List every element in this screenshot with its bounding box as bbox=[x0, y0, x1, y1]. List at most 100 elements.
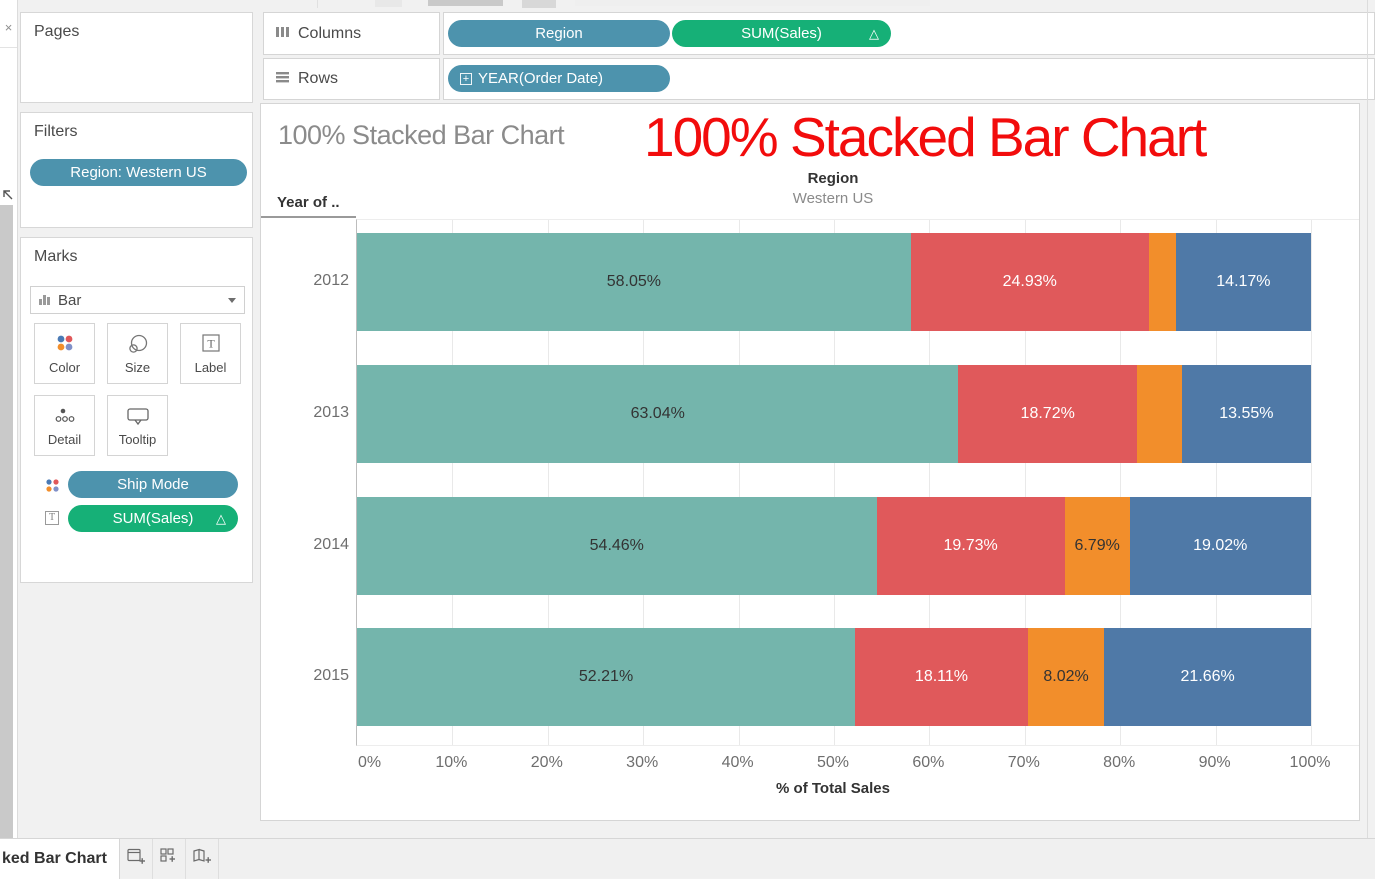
year-label-2014: 2014 bbox=[313, 535, 349, 553]
axis-tick-0%: 0% bbox=[358, 754, 382, 771]
axis-tick-70%: 70% bbox=[1007, 754, 1040, 771]
bar-label-2015-red-segment: 18.11% bbox=[914, 668, 968, 686]
new-story-button[interactable] bbox=[186, 839, 219, 879]
toolbar-fragment bbox=[522, 0, 556, 8]
bar-segment-2014-blue-segment[interactable]: 19.02% bbox=[1129, 496, 1311, 595]
bar-segment-2015-teal-segment[interactable]: 52.21% bbox=[357, 628, 856, 727]
columns-shelf[interactable]: Columns bbox=[263, 12, 440, 55]
columns-shelf-label: Columns bbox=[298, 24, 362, 42]
rows-icon bbox=[276, 70, 289, 88]
gridline-40pct bbox=[738, 220, 740, 745]
rows-shelf[interactable]: Rows bbox=[263, 58, 440, 100]
rows-pill-year-order-date[interactable]: + YEAR(Order Date) bbox=[448, 65, 670, 92]
bar-label-2014-orange-segment: 6.79% bbox=[1074, 536, 1120, 554]
sheet-tab[interactable]: ked Bar Chart bbox=[0, 839, 120, 879]
scrollbar-thumb[interactable] bbox=[0, 205, 13, 838]
label-icon: T bbox=[181, 333, 240, 359]
columns-pill-area[interactable]: Region SUM(Sales) △ bbox=[443, 12, 1375, 55]
pill-label: YEAR(Order Date) bbox=[478, 70, 604, 87]
tooltip-button[interactable]: Tooltip bbox=[107, 395, 168, 456]
bar-label-2013-red-segment: 18.72% bbox=[1020, 404, 1075, 422]
rail-divider bbox=[0, 47, 17, 48]
bar-segment-2012-orange-segment[interactable] bbox=[1148, 233, 1176, 331]
year-label-2015: 2015 bbox=[313, 667, 349, 685]
bar-segment-2014-teal-segment[interactable]: 54.46% bbox=[357, 496, 877, 595]
mark-type-dropdown[interactable]: Bar bbox=[30, 286, 245, 314]
color-button-label: Color bbox=[48, 360, 81, 375]
new-dashboard-button[interactable] bbox=[153, 839, 186, 879]
bar-segment-2013-red-segment[interactable]: 18.72% bbox=[958, 364, 1137, 463]
marks-pill-sum-sales[interactable]: SUM(Sales) △ bbox=[68, 505, 238, 532]
collapse-arrow-icon[interactable] bbox=[2, 188, 14, 206]
bar-label-2014-blue-segment: 19.02% bbox=[1193, 536, 1248, 554]
bar-segment-2012-red-segment[interactable]: 24.93% bbox=[910, 233, 1149, 331]
axis-tick-60%: 60% bbox=[912, 754, 945, 771]
bar-row-2012: 58.05% 24.93% 14.17% bbox=[357, 233, 1311, 331]
bar-label-2013-blue-segment: 13.55% bbox=[1219, 404, 1274, 422]
color-icon bbox=[45, 478, 60, 498]
bar-segment-2013-blue-segment[interactable]: 13.55% bbox=[1181, 364, 1311, 463]
bar-label-2014-red-segment: 19.73% bbox=[943, 536, 998, 554]
delta-badge: △ bbox=[869, 25, 879, 41]
tooltip-icon bbox=[108, 405, 167, 431]
bar-segment-2012-teal-segment[interactable]: 58.05% bbox=[357, 233, 911, 331]
new-dashboard-icon bbox=[159, 848, 179, 870]
bar-segment-2013-teal-segment[interactable]: 63.04% bbox=[357, 364, 959, 463]
new-worksheet-button[interactable] bbox=[120, 839, 153, 879]
new-worksheet-icon bbox=[126, 848, 146, 870]
rows-pill-area[interactable]: + YEAR(Order Date) bbox=[443, 58, 1375, 100]
bar-label-2015-orange-segment: 8.02% bbox=[1043, 668, 1089, 686]
bar-mark-icon bbox=[39, 292, 51, 309]
year-label-2013: 2013 bbox=[313, 403, 349, 421]
label-button-label: Label bbox=[194, 360, 227, 375]
color-icon bbox=[35, 333, 94, 359]
axis-tick-80%: 80% bbox=[1103, 754, 1136, 771]
row-header-label: Year of .. bbox=[277, 194, 340, 211]
bar-segment-2015-red-segment[interactable]: 18.11% bbox=[855, 628, 1028, 727]
expand-plus-icon[interactable]: + bbox=[460, 72, 472, 85]
mark-type-value: Bar bbox=[58, 291, 82, 309]
filters-card: Filters Region: Western US bbox=[20, 112, 253, 228]
column-header-field: Region bbox=[807, 170, 859, 187]
columns-pill-sum-sales[interactable]: SUM(Sales) △ bbox=[672, 20, 891, 47]
toolbar-fragment bbox=[317, 0, 318, 8]
bar-segment-2015-blue-segment[interactable]: 21.66% bbox=[1104, 628, 1311, 727]
filter-pill-region[interactable]: Region: Western US bbox=[30, 159, 247, 186]
axis-tick-40%: 40% bbox=[721, 754, 754, 771]
columns-pill-region[interactable]: Region bbox=[448, 20, 670, 47]
size-button[interactable]: Size bbox=[107, 323, 168, 384]
pages-card: Pages bbox=[20, 12, 253, 103]
color-button[interactable]: Color bbox=[34, 323, 95, 384]
rows-shelf-label: Rows bbox=[298, 70, 339, 87]
gridline-50pct bbox=[834, 220, 835, 745]
pill-label: Region bbox=[535, 25, 583, 42]
bar-label-2012-teal-segment: 58.05% bbox=[606, 273, 662, 290]
close-icon[interactable]: × bbox=[4, 20, 13, 35]
bar-label-2012-red-segment: 24.93% bbox=[1002, 273, 1057, 290]
bar-segment-2014-orange-segment[interactable]: 6.79% bbox=[1064, 496, 1130, 595]
gridline-90pct bbox=[1215, 220, 1217, 745]
axis-tick-50%: 50% bbox=[816, 754, 850, 771]
axis-tick-10%: 10% bbox=[435, 754, 468, 771]
axis-tick-20%: 20% bbox=[530, 754, 563, 771]
marks-pill-ship-mode[interactable]: Ship Mode bbox=[68, 471, 238, 498]
svg-text:T: T bbox=[207, 337, 215, 351]
bar-segment-2015-orange-segment[interactable]: 8.02% bbox=[1027, 628, 1105, 727]
bar-label-2012-blue-segment: 14.17% bbox=[1216, 273, 1271, 290]
bar-label-2015-blue-segment: 21.66% bbox=[1180, 668, 1235, 686]
detail-button[interactable]: Detail bbox=[34, 395, 95, 456]
label-button[interactable]: T Label bbox=[180, 323, 241, 384]
toolbar-fragment bbox=[375, 0, 402, 7]
bar-label-2015-teal-segment: 52.21% bbox=[578, 668, 634, 686]
bar-segment-2013-orange-segment[interactable] bbox=[1136, 364, 1182, 463]
detail-icon bbox=[35, 405, 94, 431]
toolbar-fragment bbox=[575, 0, 930, 6]
status-bar: ked Bar Chart bbox=[0, 838, 1375, 879]
axis-tick-row: 0% 10% 20% 30% 40% 50% 60% 70% 80% 90% 100% bbox=[356, 754, 1359, 774]
gridline-60pct bbox=[929, 220, 931, 745]
bar-segment-2014-red-segment[interactable]: 19.73% bbox=[876, 496, 1065, 595]
bar-segment-2012-blue-segment[interactable]: 14.17% bbox=[1175, 233, 1311, 331]
size-button-label: Size bbox=[124, 360, 151, 375]
marks-title: Marks bbox=[34, 248, 78, 265]
bar-row-2013: 63.04% 18.72% 13.55% bbox=[357, 364, 1311, 463]
